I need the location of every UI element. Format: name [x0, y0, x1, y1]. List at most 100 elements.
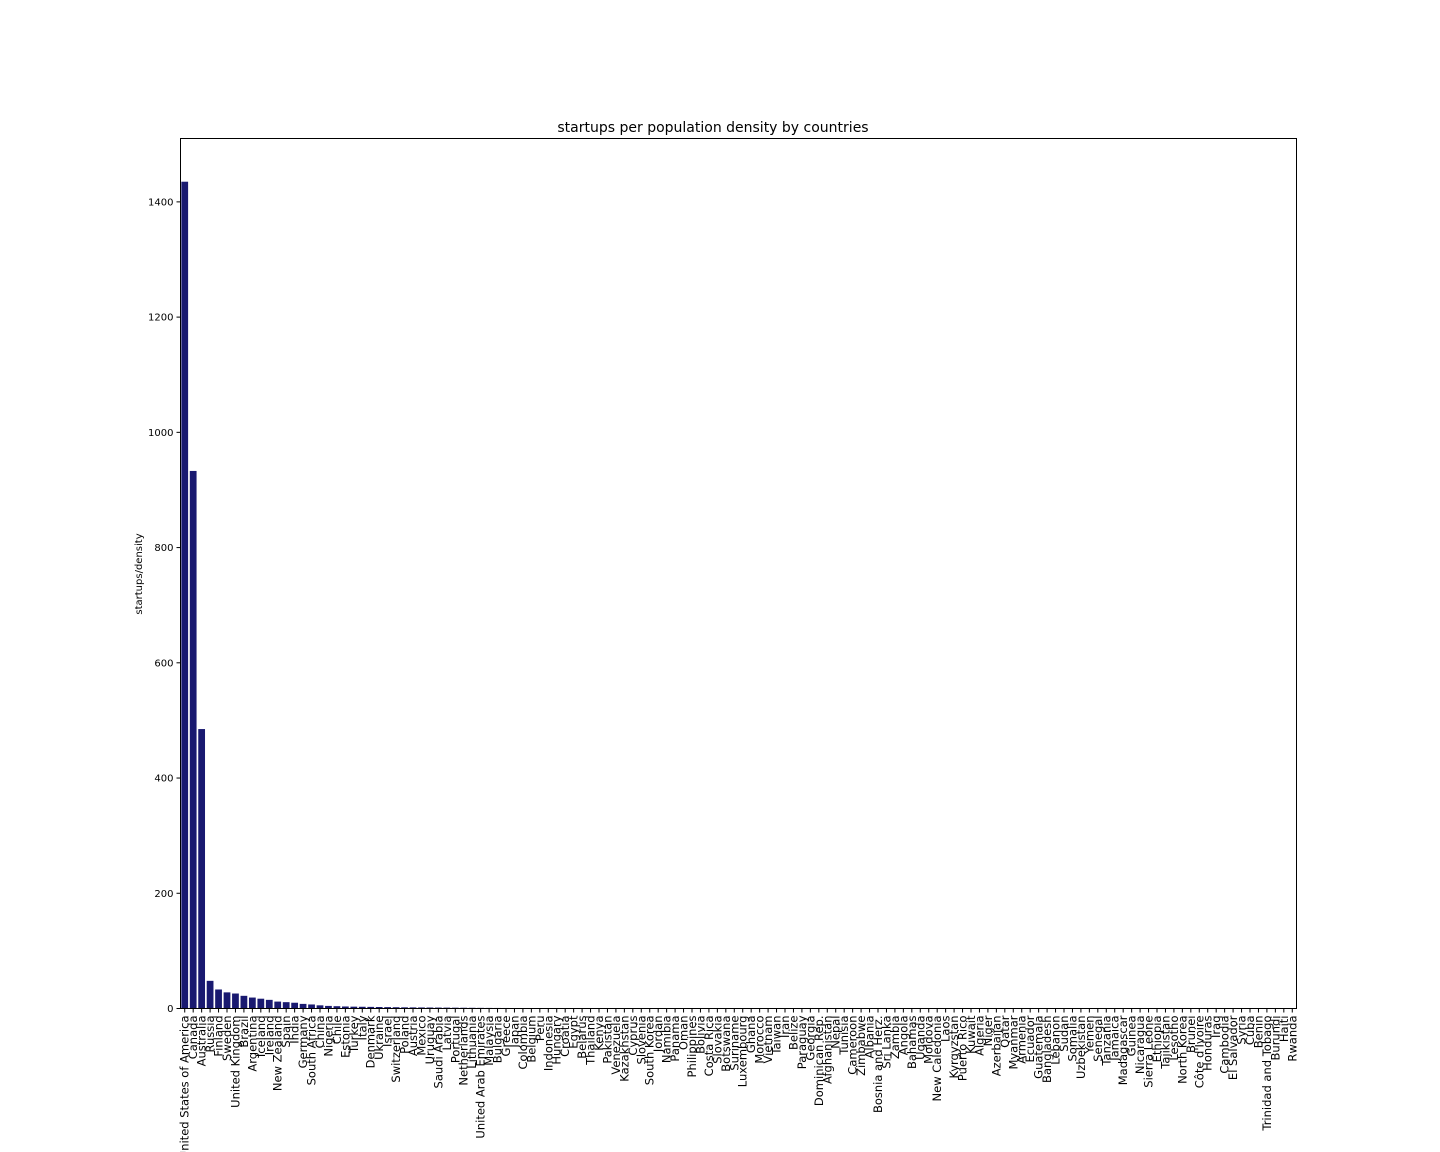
x-tick-label: Colombia [516, 1016, 530, 1070]
y-axis-label: startups/density [134, 533, 145, 614]
x-tick-label: Suriname [727, 1016, 741, 1071]
x-tick-label: New Caledonia [930, 1016, 944, 1102]
x-tick-label: Israel [381, 1016, 395, 1047]
x-tick-label: Denmark [364, 1015, 378, 1068]
bar [358, 1006, 366, 1009]
x-tick-label: Russia [203, 1016, 217, 1053]
x-tick-label: Venezuela [609, 1016, 623, 1075]
x-tick-label: Canada [186, 1016, 200, 1060]
x-tick-label: Saudi Arabia [431, 1016, 445, 1089]
x-tick-label: Cambodia [1218, 1016, 1232, 1074]
x-tick-label: Uzbekistan [1074, 1016, 1088, 1080]
x-tick-label: Guinea [1125, 1016, 1139, 1057]
bar [206, 980, 214, 1009]
x-tick-label: Turkey [347, 1015, 361, 1054]
x-tick-label: Costa Rica [702, 1016, 716, 1077]
x-tick-label: India [288, 1016, 302, 1044]
x-tick-label: Jordan [651, 1016, 665, 1054]
x-tick-label: Luxembourg [736, 1016, 750, 1088]
x-tick-label: Cuba [1243, 1016, 1257, 1046]
x-tick-label: Croatia [558, 1016, 572, 1057]
bar [299, 1003, 307, 1009]
x-tick-label: Cyprus [626, 1016, 640, 1056]
x-tick-label: Slovenia [634, 1016, 648, 1065]
x-tick-label: Finland [212, 1016, 226, 1057]
x-tick-label: Philippines [685, 1016, 699, 1078]
bar [215, 989, 222, 1009]
x-tick-label: Dominican Rep. [812, 1016, 826, 1107]
x-tick-label: Ghana [744, 1016, 758, 1054]
bar [418, 1007, 425, 1009]
bar [291, 1002, 299, 1009]
x-tick-label: Argentina [245, 1016, 259, 1072]
x-tick-label: Ukraine [372, 1016, 386, 1060]
x-tick-label: Oman [677, 1016, 691, 1051]
chart-title: startups per population density by count… [557, 120, 868, 136]
x-tick-label: Jamaica [1108, 1016, 1122, 1062]
bar [240, 995, 248, 1009]
x-tick-label: Slovakia [710, 1016, 724, 1064]
x-tick-label: South Africa [305, 1016, 319, 1086]
bar [325, 1005, 332, 1009]
x-tick-label: Latvia [440, 1016, 454, 1051]
bar [409, 1007, 417, 1009]
bar [375, 1007, 383, 1009]
x-tick-label: Belgium [524, 1016, 538, 1063]
x-tick-label: Iran [778, 1016, 792, 1038]
x-tick-label: Italy [355, 1015, 369, 1040]
x-tick-label: Myanmar [1006, 1015, 1020, 1069]
y-tick-label: 800 [154, 543, 173, 554]
y-axis: 0 200 400 600 800 1000 1200 1400 [148, 197, 181, 1015]
x-tick-label: Guatemala [1032, 1016, 1046, 1079]
x-tick-label: Yemen [1082, 1016, 1096, 1055]
x-tick-label: Brazil [237, 1016, 251, 1048]
x-tick-label: Belize [786, 1016, 800, 1050]
x-tick-label: Thailand [584, 1016, 598, 1066]
x-tick-label: Germany [296, 1015, 310, 1068]
x-tick-label: Kenya [592, 1016, 606, 1051]
x-tick-label: Poland [398, 1016, 412, 1054]
x-tick-label: Botswana [719, 1016, 733, 1072]
y-tick-label: 400 [154, 774, 173, 785]
x-tick-label: Rwanda [1285, 1016, 1299, 1062]
x-tick-label: Uganda [913, 1016, 927, 1060]
y-tick-label: 1000 [148, 428, 173, 439]
x-axis: United States of AmericaCanadaAustraliaR… [178, 1008, 1299, 1152]
bar [392, 1007, 400, 1009]
x-tick-label: Lithuania [465, 1016, 479, 1069]
x-tick-label: Zambia [888, 1016, 902, 1060]
x-tick-label: United States of America [178, 1016, 192, 1152]
x-tick-label: North Korea [1175, 1016, 1189, 1084]
x-tick-label: El Salvador [1226, 1015, 1240, 1080]
x-tick-label: Nicaragua [1133, 1016, 1147, 1075]
x-tick-label: Bahamas [905, 1015, 919, 1069]
x-tick-label: Bosnia and Herz. [871, 1016, 885, 1114]
x-tick-label: Trinidad and Tobago [1260, 1016, 1274, 1132]
x-tick-label: Senegal [1091, 1016, 1105, 1062]
x-tick-label: Malaysia [482, 1016, 496, 1066]
x-tick-label: Nigeria [321, 1016, 335, 1057]
x-tick-label: Peru [533, 1016, 547, 1042]
bar [308, 1004, 315, 1009]
x-tick-label: Albania [863, 1016, 877, 1059]
x-tick-label: Japan [507, 1016, 521, 1049]
x-tick-label: New Zealand [271, 1016, 285, 1092]
x-tick-label: Syria [1235, 1016, 1249, 1045]
x-tick-label: Algeria [972, 1016, 986, 1056]
x-tick-label: Honduras [1201, 1015, 1215, 1070]
x-tick-label: Afghanistan [820, 1016, 834, 1084]
x-tick-label: Angola [896, 1016, 910, 1056]
x-tick-label: Madagascar [1116, 1015, 1130, 1085]
x-tick-label: Bulgaria [491, 1016, 505, 1064]
x-tick-label: Bolivia [693, 1016, 707, 1054]
x-tick-label: Armenia [1015, 1016, 1029, 1064]
x-tick-label: Panama [668, 1016, 682, 1062]
y-tick-label: 200 [154, 889, 173, 900]
bar [257, 998, 265, 1009]
y-tick-label: 1400 [148, 197, 173, 208]
y-tick-label: 0 [167, 1004, 173, 1015]
x-tick-label: Georgia [803, 1016, 817, 1061]
x-tick-label: Pakistan [600, 1016, 614, 1064]
bar [401, 1007, 408, 1009]
